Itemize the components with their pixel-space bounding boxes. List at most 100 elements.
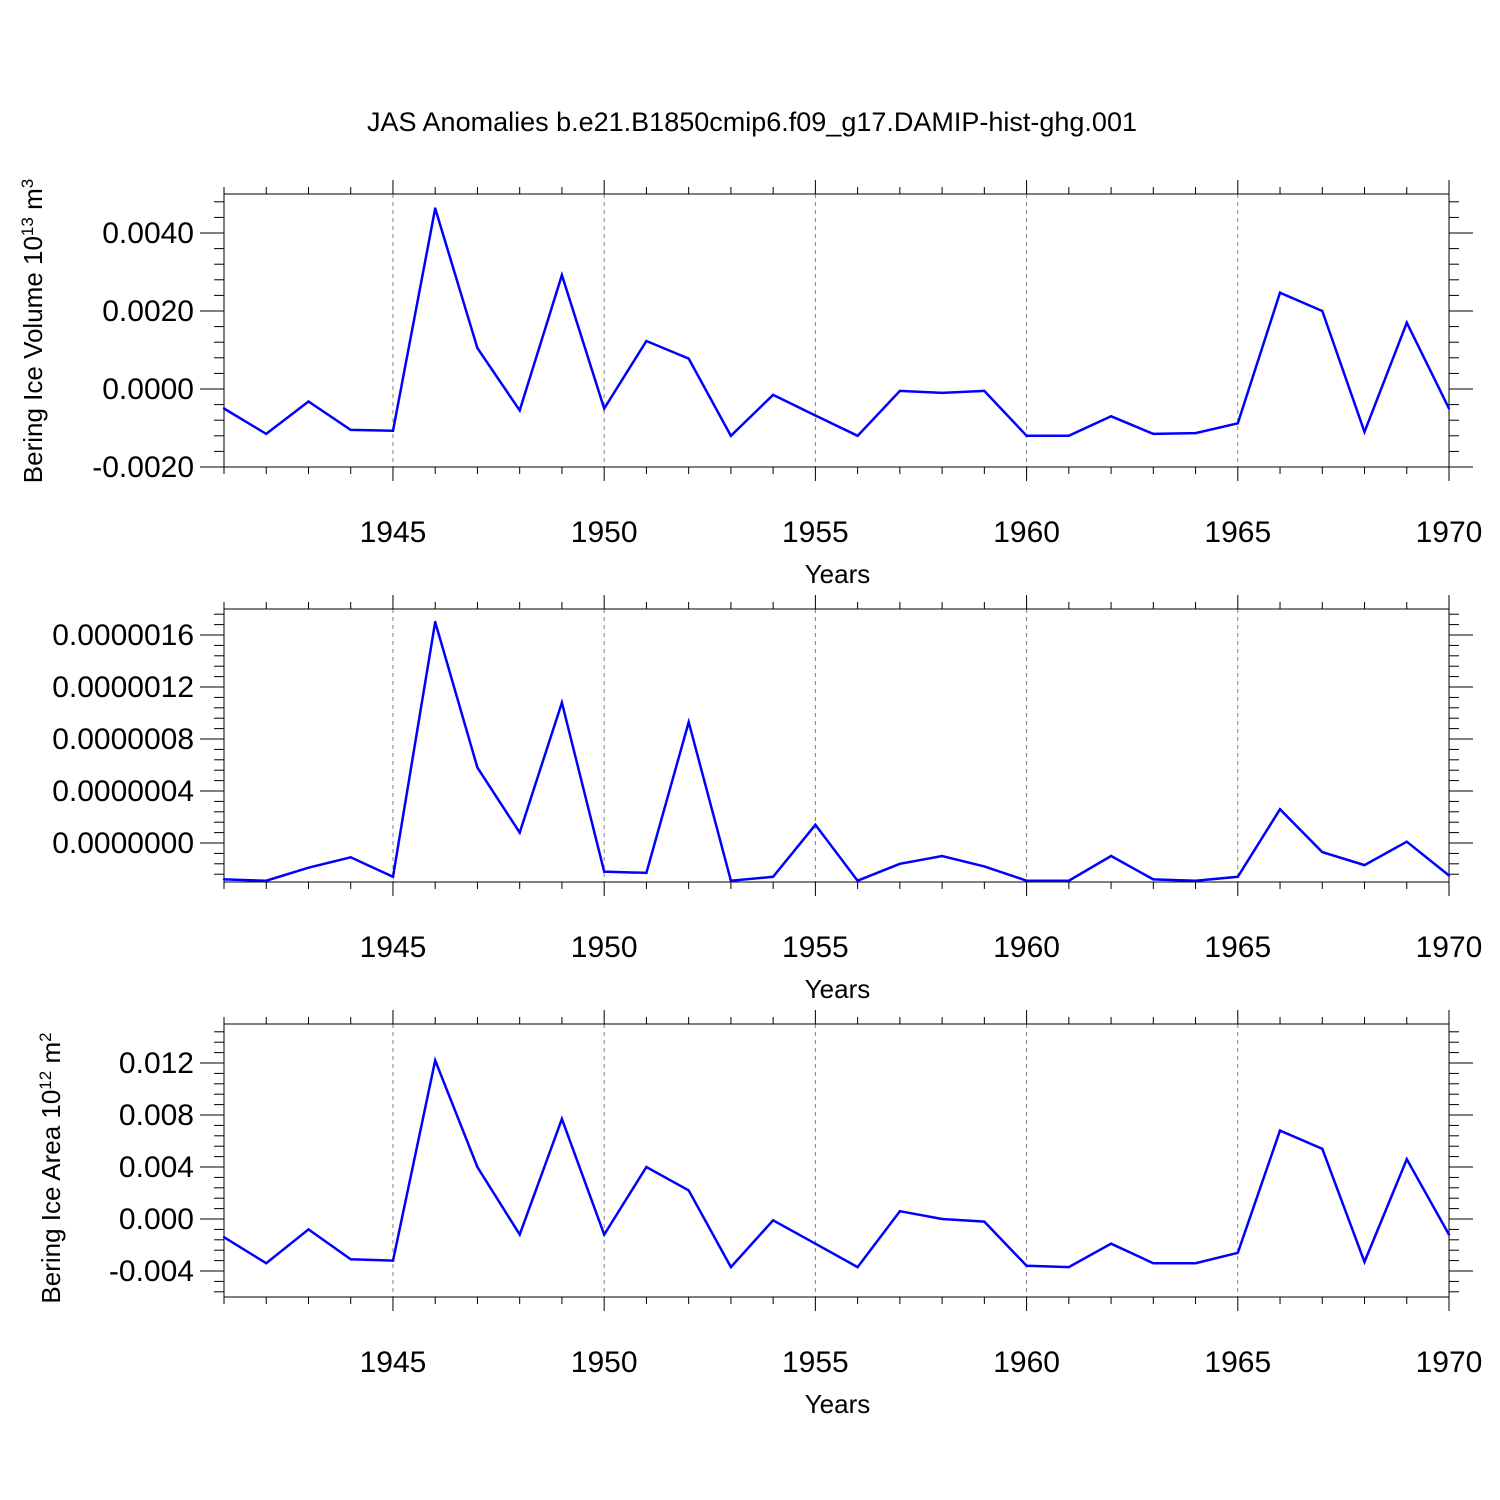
data-point [349, 856, 352, 859]
data-point [983, 389, 986, 393]
data-point [434, 620, 437, 624]
data-point [1321, 1147, 1324, 1151]
data-point [1152, 1262, 1155, 1265]
data-point [560, 1117, 564, 1121]
data-point [1447, 1233, 1451, 1236]
y-tick-label: 0.008 [119, 1099, 194, 1132]
data-point [1109, 415, 1113, 418]
data-point [814, 1242, 817, 1245]
panel-thickness: 0.0000000 0.0000004 0.0000008 0.0000012 0.00… [52, 595, 1483, 1004]
data-point [265, 432, 268, 436]
x-tick-label: 1950 [571, 516, 638, 549]
plot-frame [223, 608, 1450, 883]
y-tick-label: 0.0000016 [52, 619, 194, 652]
data-point [898, 1210, 902, 1213]
data-point [307, 400, 310, 403]
data-point [687, 1189, 690, 1192]
data-point [1152, 432, 1155, 436]
data-point [391, 429, 395, 432]
data-point [476, 1165, 479, 1169]
x-axis-label: Years [805, 1389, 871, 1419]
y-axis-label: Bering Ice Volume 1013 m3 [18, 179, 49, 483]
x-tick-label: 1945 [360, 931, 427, 964]
x-tick-label: 1970 [1416, 931, 1483, 964]
data-point [983, 1220, 986, 1223]
data-point [940, 854, 944, 858]
data-point [518, 831, 521, 834]
data-point [1363, 430, 1366, 434]
data-point [1194, 879, 1197, 882]
data-point [1236, 875, 1239, 878]
data-point [856, 1265, 859, 1269]
x-tick-label: 1960 [993, 1346, 1060, 1379]
y-tick-label: 0.000 [119, 1203, 194, 1236]
data-point [476, 346, 479, 350]
data-point [1278, 808, 1282, 811]
y-tick-label: 0.0000004 [52, 775, 194, 808]
x-axis-label: Years [805, 559, 871, 589]
x-tick-label: 1965 [1204, 516, 1271, 549]
data-point [1067, 434, 1071, 437]
data-point [307, 1228, 310, 1231]
series-line [223, 1056, 1451, 1270]
data-point [1363, 1260, 1366, 1264]
data-point [518, 409, 521, 412]
data-point [1405, 321, 1408, 324]
series-line [223, 208, 1451, 438]
chart-title: JAS Anomalies b.e21.B1850cmip6.f09_g17.D… [367, 107, 1137, 137]
x-tick-label: 1960 [993, 516, 1060, 549]
data-point [645, 871, 648, 875]
y-axis-label-exponent: 12 [36, 1071, 55, 1090]
series-line [223, 621, 1450, 883]
panel-area: -0.004 0.000 0.004 0.008 0.012 1945 1950 1955 19… [36, 1010, 1483, 1419]
y-tick-label: 0.0020 [102, 295, 194, 328]
data-point [1067, 879, 1071, 882]
y-axis-label-unit: m [18, 188, 48, 217]
data-point [898, 862, 902, 865]
data-point [222, 407, 226, 410]
data-point [771, 393, 775, 397]
data-point [856, 879, 859, 882]
data-point [1109, 854, 1113, 858]
data-point [391, 1259, 395, 1262]
x-tick-label: 1955 [782, 1346, 849, 1379]
data-point [1405, 1158, 1408, 1161]
data-point [1236, 1251, 1239, 1255]
y-axis-label-main: Bering Ice Volume 10 [18, 236, 48, 483]
data-point [391, 875, 395, 878]
data-point [771, 875, 775, 878]
data-point [349, 1258, 352, 1261]
data-point [1025, 879, 1028, 882]
x-tick-label: 1970 [1416, 516, 1483, 549]
data-point [602, 870, 606, 873]
panel-volume: -0.0020 0.0000 0.0020 0.0040 1945 1950 1955 196… [18, 179, 1483, 589]
data-point [645, 1165, 648, 1169]
data-point [898, 389, 902, 393]
data-point [560, 701, 564, 704]
data-point [476, 766, 479, 769]
data-point [729, 1265, 733, 1269]
data-point [434, 207, 437, 210]
data-point [687, 357, 690, 360]
y-tick-label: 0.0040 [102, 217, 194, 250]
data-point [1363, 863, 1366, 867]
data-point [265, 1262, 268, 1265]
x-axis-label: Years [805, 974, 871, 1004]
data-point [1194, 1262, 1197, 1265]
x-tick-label: 1965 [1204, 931, 1271, 964]
x-tick-label: 1970 [1416, 1346, 1483, 1379]
y-axis-label-exponent: 13 [18, 217, 37, 236]
data-point [222, 878, 226, 881]
data-point [1321, 850, 1324, 854]
data-point [602, 407, 606, 410]
data-point [1109, 1242, 1113, 1245]
y-tick-label: 0.0000012 [52, 671, 194, 704]
data-point [1194, 431, 1197, 435]
x-tick-label: 1950 [571, 1346, 638, 1379]
data-point [434, 1059, 437, 1062]
data-point [1278, 291, 1282, 294]
data-point [1405, 840, 1408, 843]
data-point [560, 273, 564, 277]
data-point [1278, 1129, 1282, 1132]
data-point [729, 434, 733, 437]
